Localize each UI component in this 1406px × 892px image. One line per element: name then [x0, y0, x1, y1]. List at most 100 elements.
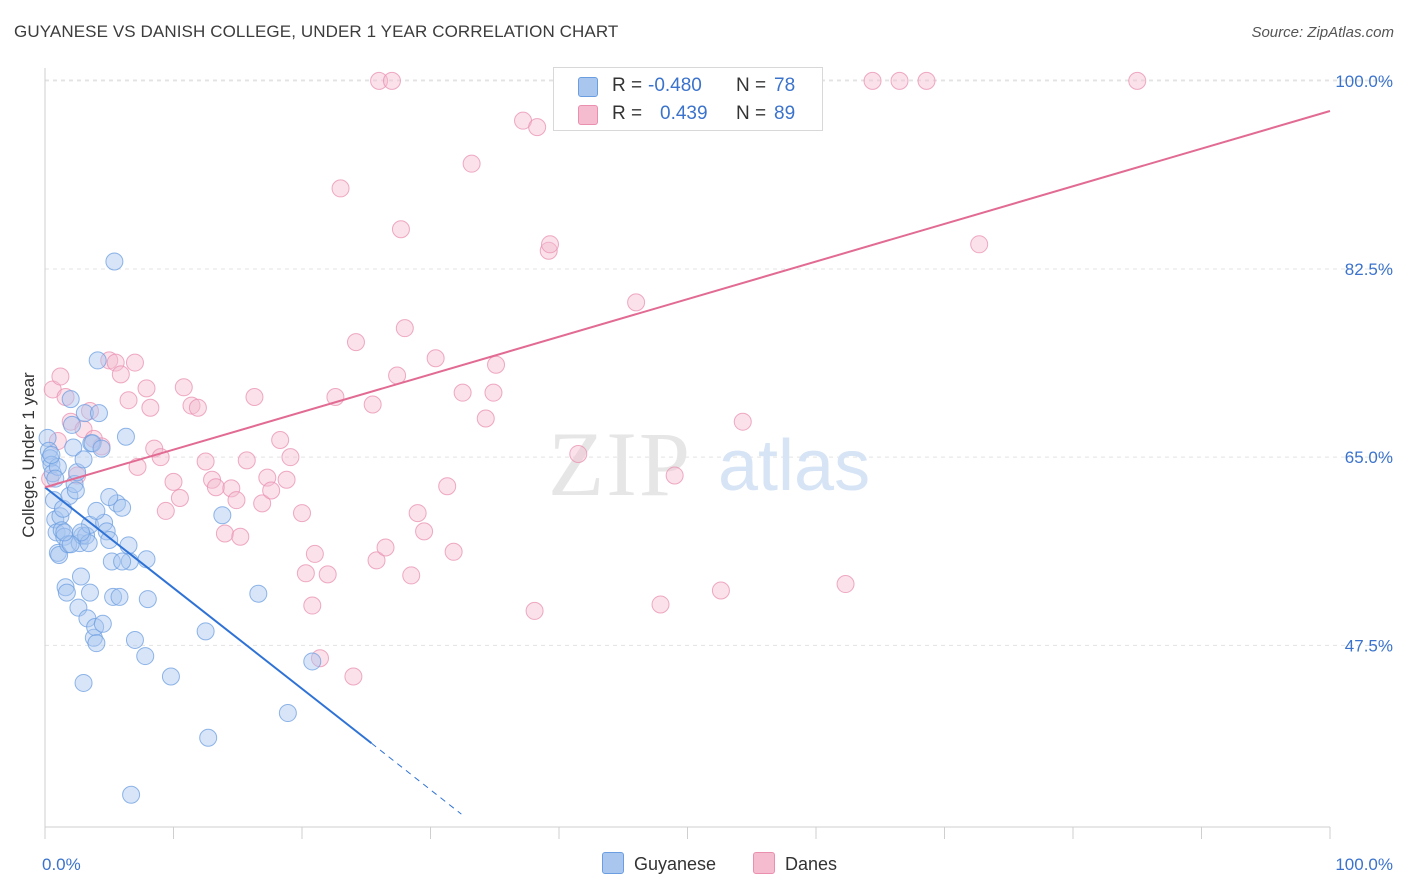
danes-point — [541, 235, 560, 254]
danes-point — [119, 391, 138, 410]
danes-point — [164, 472, 183, 491]
watermark-zip: ZIP — [548, 413, 692, 515]
guyanese-point — [100, 487, 119, 506]
guyanese-point — [138, 590, 157, 609]
danes-point — [476, 409, 495, 428]
guyanese-point — [48, 457, 67, 476]
danes-point — [444, 542, 463, 561]
danes-point — [370, 71, 389, 90]
danes-point — [277, 470, 296, 489]
danes-point — [188, 398, 207, 417]
bottom-legend-guyanese: Guyanese — [602, 852, 716, 875]
guyanese-point — [89, 404, 108, 423]
danes-point — [271, 430, 290, 449]
danes-point — [453, 383, 472, 402]
guyanese-point — [92, 439, 111, 458]
legend-n-value: 89 — [774, 103, 796, 124]
danes-point — [174, 378, 193, 397]
legend-r-value: 0.439 — [660, 103, 708, 124]
y-tick-label: 82.5% — [1345, 260, 1393, 279]
guyanese-point — [110, 587, 129, 606]
danes-point — [863, 71, 882, 90]
danes-point — [462, 154, 481, 173]
guyanese-point — [113, 498, 132, 517]
guyanese-point — [42, 446, 61, 465]
guyanese-point — [105, 252, 124, 271]
guyanese-point — [93, 614, 112, 633]
y-tick-label: 65.0% — [1345, 448, 1393, 467]
guyanese-trend-extension — [371, 742, 462, 815]
danes-point — [970, 235, 989, 254]
guyanese-point — [38, 428, 57, 447]
chart-title: GUYANESE VS DANISH COLLEGE, UNDER 1 YEAR… — [14, 22, 619, 41]
danes-trend-line — [44, 110, 1331, 489]
danes-point — [917, 71, 936, 90]
trend-lines — [44, 110, 1331, 815]
danes-point — [627, 293, 646, 312]
danes-point — [196, 452, 215, 471]
danes-point — [408, 504, 427, 523]
danes-point — [170, 489, 189, 508]
gridlines — [45, 79, 1392, 646]
danes-point — [528, 118, 547, 137]
danes-point — [890, 71, 909, 90]
legend-swatch-guyanese — [578, 77, 598, 97]
danes-point — [391, 220, 410, 239]
danes-point — [367, 551, 386, 570]
danes-point — [222, 479, 241, 498]
danes-point — [227, 491, 246, 510]
guyanese-point — [116, 427, 135, 446]
danes-point — [305, 544, 324, 563]
guyanese-point — [64, 438, 83, 457]
bottom-legend-label-danes: Danes — [785, 854, 838, 874]
x-tick-label-end: 100.0% — [1335, 855, 1393, 874]
legend-r-label: R = — [612, 103, 643, 124]
axes — [44, 68, 1331, 839]
guyanese-point — [303, 652, 322, 671]
guyanese-point — [88, 351, 107, 370]
danes-point — [415, 522, 434, 541]
danes-point — [665, 466, 684, 485]
legend-n-value: 78 — [774, 75, 796, 96]
danes-point — [346, 333, 365, 352]
guyanese-point — [74, 673, 93, 692]
danes-point — [438, 477, 457, 496]
guyanese-point — [249, 584, 268, 603]
danes-point — [344, 667, 363, 686]
guyanese-point — [61, 535, 80, 554]
guyanese-point — [196, 622, 215, 641]
danes-point — [651, 595, 670, 614]
danes-point — [318, 565, 337, 584]
watermark: ZIP atlas — [548, 413, 870, 515]
guyanese-point — [61, 390, 80, 409]
danes-point — [111, 365, 130, 384]
danes-point — [237, 451, 256, 470]
danes-point — [206, 478, 225, 497]
legend-r-value: -0.480 — [648, 75, 702, 96]
guyanese-trend-line — [44, 486, 373, 744]
danes-point — [141, 398, 160, 417]
legend-row-guyanese: R = -0.480 N = 78 — [554, 71, 822, 101]
danes-point — [484, 383, 503, 402]
danes-point — [487, 355, 506, 374]
y-axis-label: College, Under 1 year — [19, 372, 38, 538]
legend-r-label: R = — [612, 75, 643, 96]
danes-point — [51, 367, 70, 386]
guyanese-point — [122, 785, 141, 804]
y-tick-label: 100.0% — [1335, 72, 1393, 91]
danes-point — [125, 353, 144, 372]
legend-row-danes: R = 0.439 N = 89 — [554, 99, 822, 129]
data-points — [38, 71, 1147, 804]
tick-labels: 47.5% 65.0% 82.5% 100.0% 0.0% 100.0% — [42, 72, 1393, 874]
guyanese-point — [100, 530, 119, 549]
bottom-legend-label-guyanese: Guyanese — [634, 854, 717, 874]
guyanese-point — [75, 404, 94, 423]
danes-point — [253, 494, 272, 513]
bottom-legend-swatch-guyanese — [602, 852, 624, 874]
danes-point — [303, 596, 322, 615]
legend-n-label: N = — [736, 75, 767, 96]
guyanese-point — [213, 506, 232, 525]
danes-point — [836, 575, 855, 594]
guyanese-point — [74, 450, 93, 469]
